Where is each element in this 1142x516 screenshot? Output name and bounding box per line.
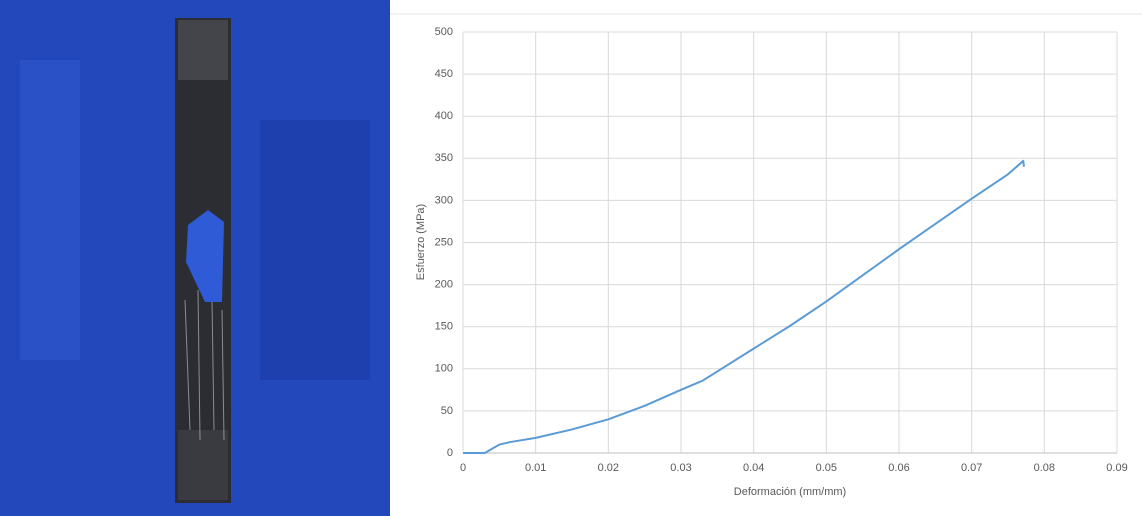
x-tick-label: 0.09: [1106, 462, 1127, 474]
data-line: [463, 159, 1025, 454]
x-tick-label: 0.06: [888, 462, 909, 474]
y-tick-label: 400: [435, 110, 453, 122]
y-tick-label: 250: [435, 236, 453, 248]
x-tick-label: 0.03: [670, 462, 691, 474]
y-tick-label: 150: [435, 321, 453, 333]
y-tick-label: 100: [435, 363, 453, 375]
x-tick-label: 0.07: [961, 462, 982, 474]
y-tick-label: 300: [435, 194, 453, 206]
x-axis-label: Deformación (mm/mm): [734, 486, 846, 498]
x-tick-label: 0.08: [1034, 462, 1055, 474]
y-axis-label: Esfuerzo (MPa): [415, 204, 427, 280]
x-tick-label: 0.04: [743, 462, 764, 474]
x-tick-label: 0.05: [816, 462, 837, 474]
x-tick-label: 0.01: [525, 462, 546, 474]
y-tick-label: 500: [435, 26, 453, 38]
chart: Deformación (mm/mm) Esfuerzo (MPa) 0 50 10…: [415, 26, 1128, 498]
x-tick-label: 0.02: [598, 462, 619, 474]
y-tick-label: 350: [435, 152, 453, 164]
x-tick-label: 0: [460, 462, 466, 474]
specimen-photo: [0, 0, 390, 516]
y-tick-label: 0: [447, 447, 453, 459]
y-tick-label: 200: [435, 279, 453, 291]
y-tick-label: 50: [441, 405, 453, 417]
y-tick-label: 450: [435, 68, 453, 80]
